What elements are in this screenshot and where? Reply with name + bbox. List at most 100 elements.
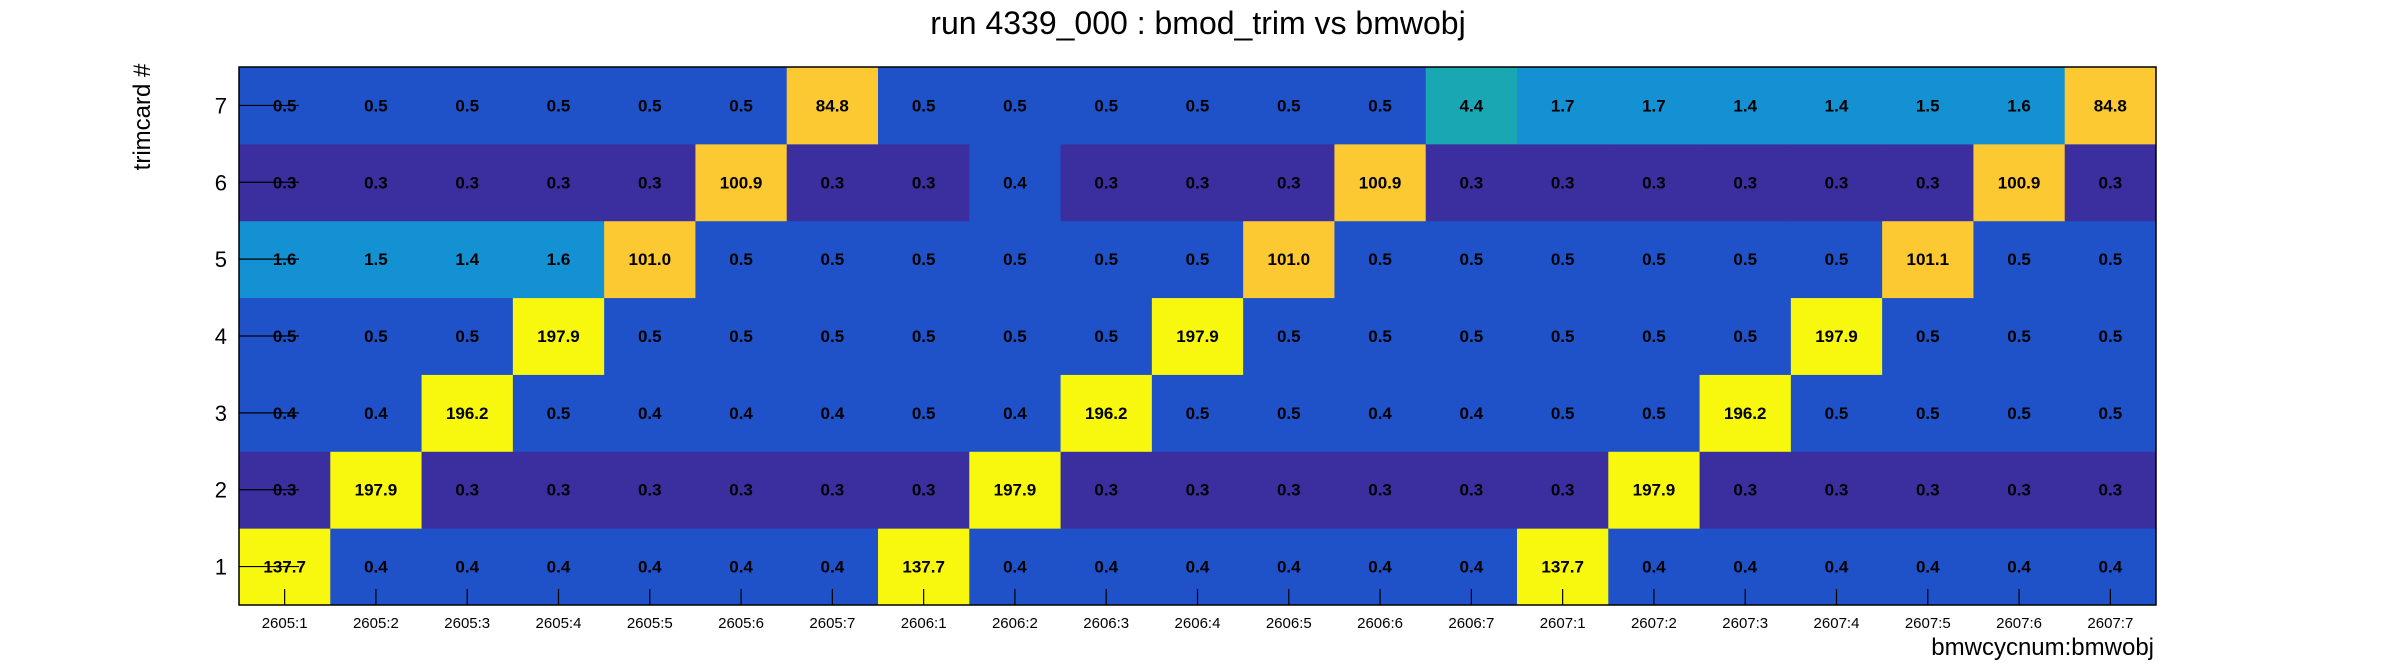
- x-tick-label: 2607:6: [1996, 615, 2042, 632]
- heatmap-cell: [1334, 297, 1427, 375]
- cell-value-label: 0.5: [729, 327, 753, 346]
- heatmap-cell: [878, 451, 970, 529]
- heatmap-cell: [1151, 297, 1244, 375]
- cell-value-label: 0.3: [1277, 481, 1301, 500]
- heatmap-cell: [1517, 67, 1609, 145]
- heatmap-cell: [1790, 374, 1883, 452]
- cell-value-label: 196.2: [1724, 404, 1767, 423]
- cell-value-label: 0.3: [1460, 481, 1484, 500]
- heatmap-cell: [969, 143, 1062, 222]
- cell-value-label: 0.5: [1642, 250, 1666, 269]
- y-tick-label: 5: [215, 247, 227, 272]
- cell-value-label: 1.6: [547, 250, 571, 269]
- heatmap-cell: [695, 374, 788, 452]
- cell-value-label: 0.3: [638, 173, 662, 192]
- cell-value-label: 1.7: [1642, 96, 1666, 115]
- cell-value-label: 197.9: [1815, 327, 1858, 346]
- cell-value-label: 101.0: [1268, 250, 1311, 269]
- heatmap-cell: [1517, 297, 1609, 375]
- cell-value-label: 0.4: [1916, 558, 1940, 577]
- heatmap-cell: [1517, 451, 1609, 529]
- heatmap-cell: [1608, 374, 1701, 452]
- heatmap-cell: [969, 374, 1062, 452]
- cell-value-label: 0.3: [2099, 481, 2123, 500]
- heatmap-cell: [1608, 220, 1701, 299]
- cell-value-label: 0.5: [912, 96, 936, 115]
- cell-value-label: 0.4: [1368, 404, 1392, 423]
- heatmap-cell: [1060, 451, 1153, 529]
- cell-value-label: 0.4: [1277, 558, 1301, 577]
- heatmap-cell: [421, 67, 514, 145]
- cell-value-label: 0.3: [1368, 481, 1392, 500]
- cell-value-label: 0.5: [1094, 96, 1118, 115]
- heatmap-cell: [878, 67, 970, 145]
- cell-value-label: 0.4: [1003, 173, 1027, 192]
- cell-value-label: 0.5: [2007, 327, 2031, 346]
- cell-value-label: 0.5: [1277, 96, 1301, 115]
- heatmap-cell: [330, 451, 423, 529]
- cell-value-label: 0.3: [1733, 173, 1757, 192]
- cell-value-label: 0.5: [1094, 327, 1118, 346]
- cell-value-label: 0.4: [364, 558, 388, 577]
- heatmap-cell: [421, 374, 514, 452]
- heatmap-cell: [1973, 67, 2066, 145]
- cell-value-label: 0.3: [2007, 481, 2031, 500]
- cell-value-label: 0.3: [1733, 481, 1757, 500]
- cell-value-label: 0.5: [1003, 250, 1027, 269]
- cell-value-label: 0.4: [1003, 404, 1027, 423]
- cell-value-label: 137.7: [902, 558, 945, 577]
- cell-value-label: 0.5: [821, 250, 845, 269]
- cell-value-label: 0.3: [547, 173, 571, 192]
- cell-value-label: 1.4: [455, 250, 479, 269]
- heatmap-cell: [604, 297, 696, 375]
- cell-value-label: 1.7: [1551, 96, 1575, 115]
- heatmap-cell: [1973, 451, 2066, 529]
- cell-value-label: 0.5: [1916, 404, 1940, 423]
- heatmap-cell: [330, 143, 423, 222]
- heatmap-cell: [330, 374, 423, 452]
- heatmap-cell: [421, 220, 514, 299]
- cell-value-label: 197.9: [1176, 327, 1219, 346]
- cell-value-label: 100.9: [1359, 173, 1402, 192]
- heatmap-cell: [1790, 297, 1883, 375]
- cell-value-label: 0.3: [1551, 481, 1575, 500]
- heatmap-cell: [512, 67, 605, 145]
- heatmap-cell: [421, 451, 514, 529]
- cell-value-label: 0.5: [821, 327, 845, 346]
- heatmap-cell: [1425, 143, 1518, 222]
- cell-value-label: 196.2: [446, 404, 489, 423]
- x-tick-label: 2607:3: [1722, 615, 1768, 632]
- heatmap-cell: [2064, 67, 2157, 145]
- x-tick-label: 2606:6: [1357, 615, 1403, 632]
- heatmap-cell: [2064, 143, 2157, 222]
- cell-value-label: 1.4: [1733, 96, 1757, 115]
- heatmap-cell: [786, 67, 879, 145]
- cell-value-label: 0.5: [1825, 250, 1849, 269]
- heatmap-cell: [1608, 451, 1701, 529]
- cell-value-label: 0.4: [821, 404, 845, 423]
- heatmap-cell: [512, 220, 605, 299]
- heatmap-cell: [1699, 220, 1792, 299]
- heatmap-cell: [512, 297, 605, 375]
- x-tick-label: 2605:2: [353, 615, 399, 632]
- heatmap-cell: [786, 297, 879, 375]
- cell-value-label: 0.3: [455, 173, 479, 192]
- cell-value-label: 0.5: [1277, 327, 1301, 346]
- cell-value-label: 137.7: [1541, 558, 1584, 577]
- heatmap-cell: [1882, 143, 1974, 222]
- cell-value-label: 0.3: [821, 481, 845, 500]
- cell-value-label: 197.9: [1633, 481, 1676, 500]
- x-axis-title: bmwcycnum:bmwobj: [1931, 634, 2154, 661]
- cell-value-label: 0.4: [1733, 558, 1757, 577]
- cell-value-label: 84.8: [2094, 96, 2127, 115]
- heatmap-cell: [786, 220, 879, 299]
- cell-value-label: 0.5: [1186, 250, 1210, 269]
- y-tick-label: 6: [215, 170, 227, 195]
- cell-value-label: 1.5: [364, 250, 388, 269]
- heatmap-cell: [1060, 143, 1153, 222]
- heatmap-cell: [695, 143, 788, 222]
- cell-value-label: 0.3: [1551, 173, 1575, 192]
- cell-value-label: 0.5: [2007, 250, 2031, 269]
- heatmap-cell: [1425, 374, 1518, 452]
